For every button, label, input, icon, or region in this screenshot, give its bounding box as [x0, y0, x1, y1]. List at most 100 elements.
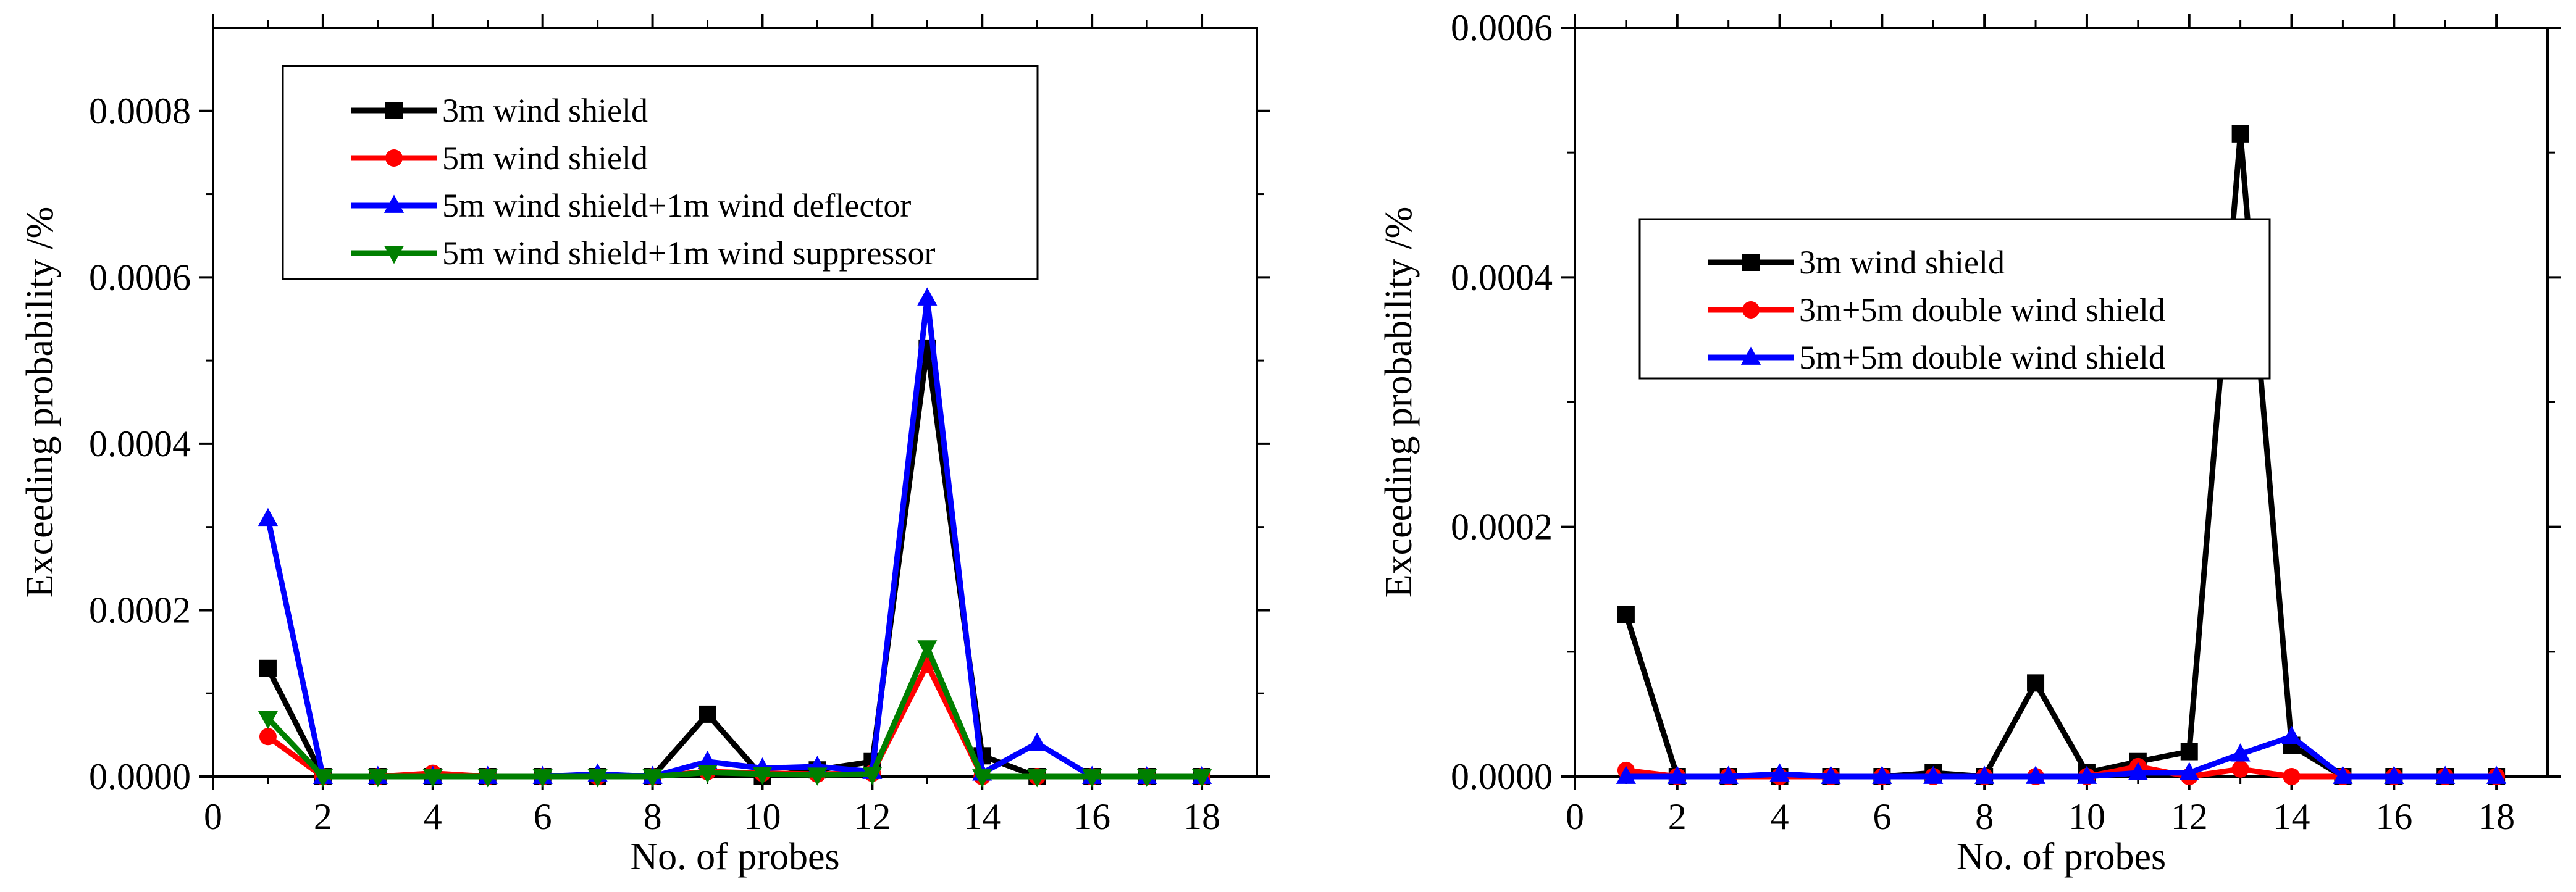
left-series-3-point	[917, 287, 938, 306]
left-x-tick-label: 2	[314, 796, 332, 837]
right-series-3-point	[1872, 765, 1892, 784]
right-x-axis-label: No. of probes	[1957, 836, 2166, 878]
right-series-3-point	[2128, 762, 2148, 780]
right-legend-label: 5m+5m double wind shield	[1799, 339, 2165, 376]
left-y-tick-label: 0.0004	[89, 423, 191, 464]
right-legend-entry: 3m wind shield	[1708, 244, 2005, 281]
left-series-4-point	[862, 767, 883, 785]
left-y-axis-label: Exceeding probability /%	[19, 207, 61, 598]
right-series-3-line	[1626, 733, 2497, 780]
right-series-3-point	[2486, 765, 2507, 784]
left-legend-swatch-marker	[385, 102, 403, 119]
right-x-tick-label: 10	[2068, 796, 2105, 837]
left-series-4-point	[972, 769, 992, 788]
right-series-1-point	[2180, 743, 2198, 761]
left-series-4-point	[752, 767, 773, 785]
left-series-4-point	[1191, 769, 1212, 788]
right-series-3-point	[1616, 765, 1636, 784]
right-series-3-point	[1718, 765, 1739, 784]
right-series-3-point	[1923, 765, 1944, 784]
right-x-tick-label: 16	[2375, 796, 2412, 837]
right-x-tick-label: 0	[1566, 796, 1584, 837]
left-series-4	[258, 640, 1212, 788]
chart-right-exceeding-probability: 0 2 4 6 8 10 12 14 16 18 0.0000 0.0002 0.0004 0.0006 N…	[1378, 7, 2561, 878]
right-x-tick-label: 14	[2273, 796, 2310, 837]
left-legend: 3m wind shield 5m wind shield 5m wind shie…	[282, 65, 1039, 280]
left-series-3-point	[697, 751, 718, 769]
right-legend-entry: 3m+5m double wind shield	[1708, 291, 2165, 328]
right-series-3-point	[2230, 743, 2251, 762]
right-series-2	[1617, 757, 2506, 785]
right-x-tick-label: 6	[1873, 796, 1891, 837]
left-x-tick-label: 0	[204, 796, 222, 837]
left-x-tick-label: 14	[963, 796, 1001, 837]
left-series-4-point	[807, 767, 828, 786]
right-series-1-point	[2231, 125, 2249, 143]
left-series-4-point	[917, 640, 938, 659]
left-y-tick-label: 0.0008	[89, 91, 191, 131]
left-series-3	[258, 287, 1212, 784]
right-x-tick-label: 2	[1668, 796, 1687, 837]
left-x-tick-label: 12	[854, 796, 891, 837]
right-series-3-point	[2333, 765, 2353, 784]
left-series-1-point	[699, 705, 716, 723]
left-series-3-point	[1027, 732, 1047, 751]
left-legend-entry: 5m wind shield+1m wind suppressor	[351, 235, 935, 272]
right-legend-swatch-marker	[1740, 346, 1761, 365]
left-legend-entry: 5m wind shield+1m wind deflector	[351, 187, 911, 224]
right-series-1-point	[1617, 606, 1635, 623]
right-y-tick-label: 0.0000	[1451, 756, 1553, 797]
chart-left-exceeding-probability: 0 2 4 6 8 10 12 14 16 18 0.0000 0.0002 0.0004 0.0006 0…	[19, 14, 1270, 878]
right-x-tick-label: 12	[2171, 796, 2208, 837]
left-series-4-point	[532, 769, 553, 788]
left-series-1	[259, 339, 1211, 785]
left-series-2-point	[259, 728, 277, 746]
right-series-3-point	[1769, 763, 1790, 782]
left-series-4-point	[422, 769, 443, 788]
right-series-1-point	[2027, 674, 2045, 692]
right-plot-frame	[1574, 27, 2549, 778]
left-x-axis-label: No. of probes	[630, 836, 839, 878]
left-series-4-point	[367, 769, 388, 788]
left-plot-frame	[212, 27, 1258, 778]
right-legend-box	[1638, 218, 2271, 380]
right-x-tick-label: 4	[1771, 796, 1789, 837]
left-x-tick-label: 8	[644, 796, 662, 837]
left-legend-label: 3m wind shield	[442, 92, 648, 129]
left-x-tick-label: 10	[744, 796, 781, 837]
right-series-3-point	[2179, 762, 2199, 780]
left-series-4-point	[697, 765, 718, 783]
right-series-2-point	[2231, 760, 2249, 778]
left-legend-entry: 3m wind shield	[351, 92, 648, 129]
left-legend-label: 5m wind shield+1m wind suppressor	[442, 235, 935, 272]
left-y-tick-label: 0.0006	[89, 257, 191, 298]
right-series-3-point	[1821, 765, 1841, 784]
right-y-axis-label: Exceeding probability /%	[1378, 207, 1420, 598]
right-series-3-point	[1667, 765, 1687, 784]
left-y-tick-label: 0.0000	[89, 756, 191, 797]
right-y-tick-label: 0.0004	[1451, 257, 1553, 298]
right-legend: 3m wind shield 3m+5m double wind shield 5m…	[1638, 218, 2271, 380]
left-series-4-point	[313, 769, 333, 788]
left-x-tick-label: 6	[534, 796, 552, 837]
left-legend-swatch-marker	[384, 194, 405, 213]
right-legend-entry: 5m+5m double wind shield	[1708, 339, 2165, 376]
right-series-3-point	[2025, 765, 2046, 784]
left-series-4-point	[477, 769, 498, 788]
right-legend-label: 3m wind shield	[1799, 244, 2005, 281]
left-series-4-point	[258, 711, 279, 730]
left-series-4-point	[587, 769, 608, 788]
left-series-4-line	[266, 644, 1202, 780]
right-series-3-point	[2384, 765, 2404, 784]
right-series-3-point	[2281, 725, 2302, 744]
left-series-4-point	[1082, 769, 1102, 788]
left-legend-label: 5m wind shield	[442, 140, 648, 177]
left-legend-swatch-marker	[385, 149, 403, 167]
right-x-tick-label: 18	[2478, 796, 2515, 837]
left-series-4-point	[1027, 769, 1047, 788]
left-x-tick-label: 16	[1073, 796, 1110, 837]
right-series-3-point	[2076, 765, 2097, 784]
left-x-tick-label: 4	[424, 796, 442, 837]
left-series-3-point	[258, 507, 279, 527]
